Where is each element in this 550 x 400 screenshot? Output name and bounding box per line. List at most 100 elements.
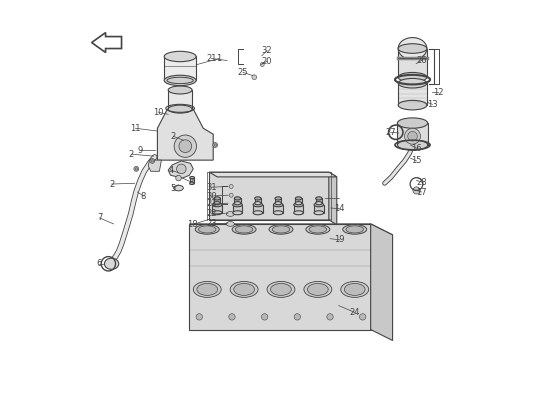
Ellipse shape [168, 105, 192, 113]
Circle shape [174, 135, 196, 157]
Ellipse shape [214, 197, 221, 200]
Text: 16: 16 [411, 144, 422, 153]
Text: 4: 4 [169, 166, 174, 175]
Text: 32: 32 [262, 46, 272, 55]
Polygon shape [273, 205, 283, 213]
Ellipse shape [343, 225, 367, 234]
Ellipse shape [212, 203, 222, 207]
Ellipse shape [341, 282, 368, 297]
Circle shape [413, 187, 420, 194]
Ellipse shape [275, 197, 282, 200]
Circle shape [360, 314, 366, 320]
Text: 12: 12 [433, 88, 444, 97]
Circle shape [176, 175, 182, 181]
Text: 19: 19 [334, 235, 345, 244]
Text: 9: 9 [138, 146, 143, 155]
Circle shape [405, 128, 421, 144]
Ellipse shape [398, 78, 427, 88]
Ellipse shape [271, 284, 292, 295]
Circle shape [229, 314, 235, 320]
Circle shape [150, 158, 155, 163]
Text: 3: 3 [189, 178, 194, 186]
Ellipse shape [295, 197, 302, 200]
Ellipse shape [398, 72, 427, 82]
Text: 24: 24 [349, 308, 360, 317]
Ellipse shape [316, 197, 322, 200]
Text: 11: 11 [130, 124, 141, 133]
Polygon shape [189, 224, 371, 330]
Text: 18: 18 [187, 220, 197, 229]
Circle shape [252, 75, 257, 80]
Circle shape [134, 166, 139, 171]
Text: 25: 25 [238, 68, 249, 77]
Ellipse shape [164, 51, 196, 62]
Polygon shape [397, 123, 428, 145]
Polygon shape [168, 90, 192, 109]
Polygon shape [314, 205, 323, 213]
Circle shape [260, 62, 264, 66]
Ellipse shape [344, 284, 365, 295]
Ellipse shape [306, 225, 330, 234]
Ellipse shape [294, 203, 303, 207]
Ellipse shape [309, 226, 327, 233]
Text: 2: 2 [170, 132, 176, 141]
Polygon shape [255, 198, 261, 203]
Polygon shape [371, 224, 393, 340]
Polygon shape [329, 172, 337, 225]
Ellipse shape [174, 185, 183, 191]
Text: 31: 31 [206, 183, 217, 192]
Polygon shape [233, 205, 243, 213]
Ellipse shape [234, 284, 255, 295]
Text: 26: 26 [416, 56, 427, 65]
Circle shape [294, 314, 300, 320]
Ellipse shape [295, 202, 302, 205]
Ellipse shape [104, 258, 119, 269]
Text: 23: 23 [206, 220, 217, 228]
Text: 14: 14 [334, 204, 345, 213]
Ellipse shape [212, 211, 222, 215]
Ellipse shape [197, 284, 218, 295]
Ellipse shape [164, 75, 196, 86]
Circle shape [261, 314, 268, 320]
Polygon shape [190, 178, 195, 183]
Polygon shape [164, 56, 196, 80]
Text: 8: 8 [141, 192, 146, 200]
Ellipse shape [267, 282, 295, 297]
Text: 10: 10 [153, 108, 164, 117]
Text: 27: 27 [386, 128, 396, 137]
Ellipse shape [316, 202, 322, 205]
Circle shape [196, 314, 202, 320]
Circle shape [229, 193, 233, 197]
Polygon shape [212, 205, 222, 213]
Ellipse shape [255, 202, 261, 205]
Circle shape [408, 132, 417, 141]
Polygon shape [214, 198, 221, 203]
Text: 15: 15 [411, 156, 422, 166]
Ellipse shape [168, 86, 192, 94]
Text: 21: 21 [206, 54, 217, 63]
Text: 13: 13 [427, 100, 438, 109]
Polygon shape [157, 109, 213, 160]
Text: 21: 21 [206, 200, 217, 208]
Ellipse shape [304, 282, 332, 297]
Text: 20: 20 [262, 57, 272, 66]
Ellipse shape [346, 226, 364, 233]
Text: 28: 28 [416, 178, 427, 186]
Text: 22: 22 [206, 210, 217, 218]
Ellipse shape [234, 202, 241, 205]
Ellipse shape [234, 197, 241, 200]
Circle shape [151, 160, 153, 162]
Polygon shape [253, 205, 263, 213]
Ellipse shape [193, 282, 221, 297]
Circle shape [135, 168, 138, 170]
Ellipse shape [227, 212, 234, 216]
Polygon shape [294, 205, 303, 213]
Polygon shape [398, 48, 427, 77]
Text: 6: 6 [96, 259, 102, 268]
Ellipse shape [397, 118, 428, 128]
Circle shape [179, 140, 192, 152]
Ellipse shape [190, 182, 195, 184]
Text: 7: 7 [97, 214, 102, 222]
Ellipse shape [190, 176, 195, 179]
Text: 30: 30 [206, 192, 217, 200]
